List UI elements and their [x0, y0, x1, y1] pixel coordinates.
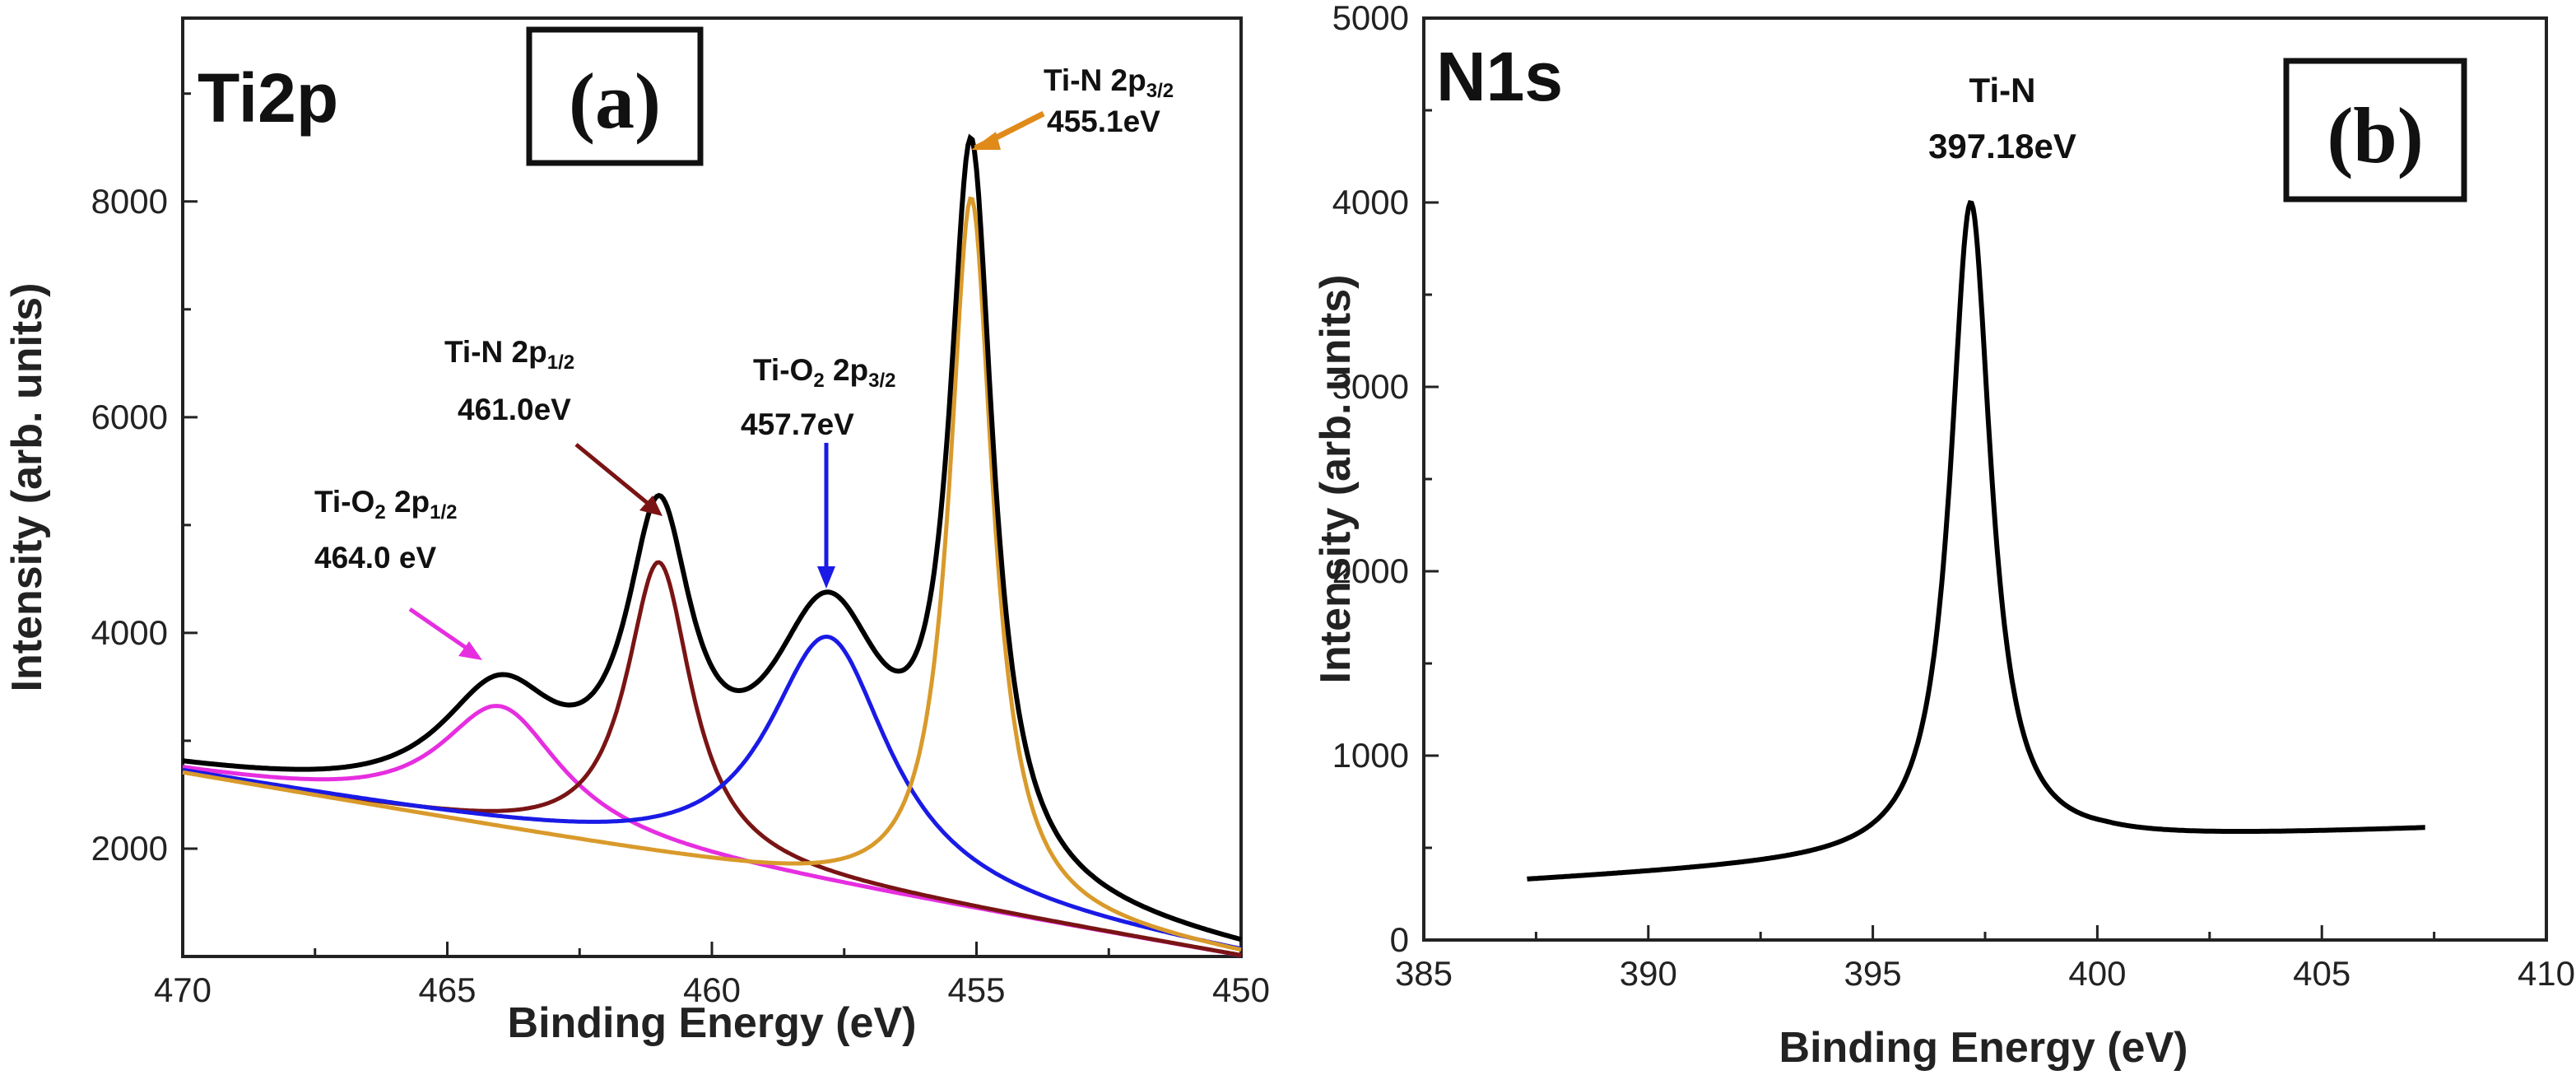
- panel-a-ytick-label: 4000: [91, 613, 168, 652]
- svg-text:457.7eV: 457.7eV: [741, 407, 854, 441]
- panel-b-ytick-label: 3000: [1332, 367, 1409, 406]
- panel-b-ytick-label: 0: [1390, 920, 1409, 959]
- panel-b-xtick-label: 405: [2293, 954, 2350, 993]
- panel-a-xtick-label: 455: [947, 970, 1005, 1009]
- panel-a-xtick-label: 460: [683, 970, 741, 1009]
- panel-a-peak-1-curve: [182, 704, 1242, 957]
- panel-a-label: (a): [569, 57, 661, 145]
- panel-a-xtick-label: 450: [1212, 970, 1270, 1009]
- panel-a-peak-4-curve: [182, 196, 1242, 952]
- svg-text:464.0 eV: 464.0 eV: [314, 541, 436, 575]
- panel-a-ticks: 470 465 460 455 450 2000 4000 6000 8000: [91, 92, 1270, 1009]
- svg-text:Ti-O2 2p1/2: Ti-O2 2p1/2: [314, 485, 458, 524]
- panel-a-peak-2-curve: [182, 560, 1242, 957]
- svg-text:455.1eV: 455.1eV: [1047, 105, 1160, 138]
- panel-b-ytick-label: 2000: [1332, 551, 1409, 590]
- arrow-ti-o-1-2: [408, 607, 475, 655]
- arrow-head-ti-o-3-2: [817, 566, 835, 589]
- panel-b-peak-label: Ti-N: [1969, 71, 2036, 109]
- panel-b-curves: [1527, 199, 2425, 882]
- svg-text:Ti-O2 2p3/2: Ti-O2 2p3/2: [753, 353, 896, 392]
- panel-b-xtick-label: 390: [1620, 954, 1677, 993]
- arrow-ti-n-1-2: [574, 443, 656, 510]
- annotation-ti-o-1-2: Ti-O2 2p1/2 464.0 eV: [314, 485, 458, 575]
- panel-b-label: (b): [2327, 91, 2423, 179]
- panel-a-title: Ti2p: [198, 59, 338, 137]
- annotation-ti-n-3-2: Ti-N 2p3/2 455.1eV: [1044, 63, 1174, 138]
- panel-a-curves: [182, 133, 1242, 957]
- panel-a-xtick-label: 465: [418, 970, 476, 1009]
- panel-a-arrows: [408, 110, 1045, 660]
- panel-a: 470 465 460 455 450 2000 4000 6000 8000 Ti2p (a)…: [3, 16, 1270, 1047]
- panel-b-label-box: [2283, 58, 2467, 202]
- panel-a-label-box: [526, 26, 704, 166]
- panel-b-ylabel: Intensity (arb. units): [1312, 275, 1360, 684]
- panel-b-xtick-label: 410: [2518, 954, 2575, 993]
- panel-b: 385 390 395 400 405 410010002000300040005000 …: [1312, 0, 2575, 1072]
- panel-a-xlabel: Binding Energy (eV): [508, 999, 917, 1047]
- panel-b-xtick-label: 395: [1844, 954, 1902, 993]
- panel-b-xtick-label: 400: [2068, 954, 2126, 993]
- svg-text:Ti-N 2p1/2: Ti-N 2p1/2: [444, 335, 574, 374]
- panel-a-ytick-label: 6000: [91, 398, 168, 436]
- panel-b-title: N1s: [1436, 38, 1563, 115]
- panel-a-peak-3-curve: [182, 634, 1242, 952]
- annotation-ti-o-3-2: Ti-O2 2p3/2 457.7eV: [741, 353, 896, 441]
- panel-b-spectrum-curve: [1527, 199, 2425, 882]
- panel-b-xtick-label: 385: [1395, 954, 1453, 993]
- arrow-head-ti-n-1-2: [639, 496, 663, 516]
- panel-a-ytick-label: 2000: [91, 829, 168, 868]
- panel-a-ylabel: Intensity (arb. units): [3, 283, 51, 692]
- panel-b-ytick-label: 5000: [1332, 0, 1409, 37]
- panel-b-peak-energy: 397.18eV: [1928, 127, 2076, 165]
- panel-b-ytick-label: 1000: [1332, 736, 1409, 775]
- panel-b-xlabel: Binding Energy (eV): [1779, 1024, 2188, 1072]
- panel-a-ytick-label: 8000: [91, 182, 168, 221]
- svg-text:Ti-N 2p3/2: Ti-N 2p3/2: [1044, 63, 1174, 102]
- annotation-ti-n-1-2: Ti-N 2p1/2 461.0eV: [444, 335, 574, 426]
- arrow-head-ti-n-3-2: [971, 132, 1001, 150]
- panel-b-ytick-label: 4000: [1332, 183, 1409, 221]
- svg-text:461.0eV: 461.0eV: [458, 393, 571, 426]
- arrow-head-ti-o-1-2: [458, 641, 482, 660]
- panel-b-ticks: 385 390 395 400 405 410 0 1000 2000 3000 4000 5000: [1332, 0, 2575, 993]
- panel-a-envelope-curve: [182, 133, 1242, 942]
- panel-a-xtick-label: 470: [154, 970, 212, 1009]
